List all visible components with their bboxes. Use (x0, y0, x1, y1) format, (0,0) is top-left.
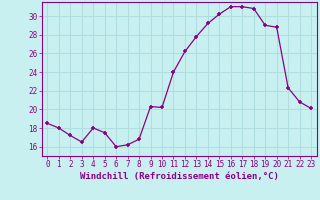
X-axis label: Windchill (Refroidissement éolien,°C): Windchill (Refroidissement éolien,°C) (80, 172, 279, 181)
